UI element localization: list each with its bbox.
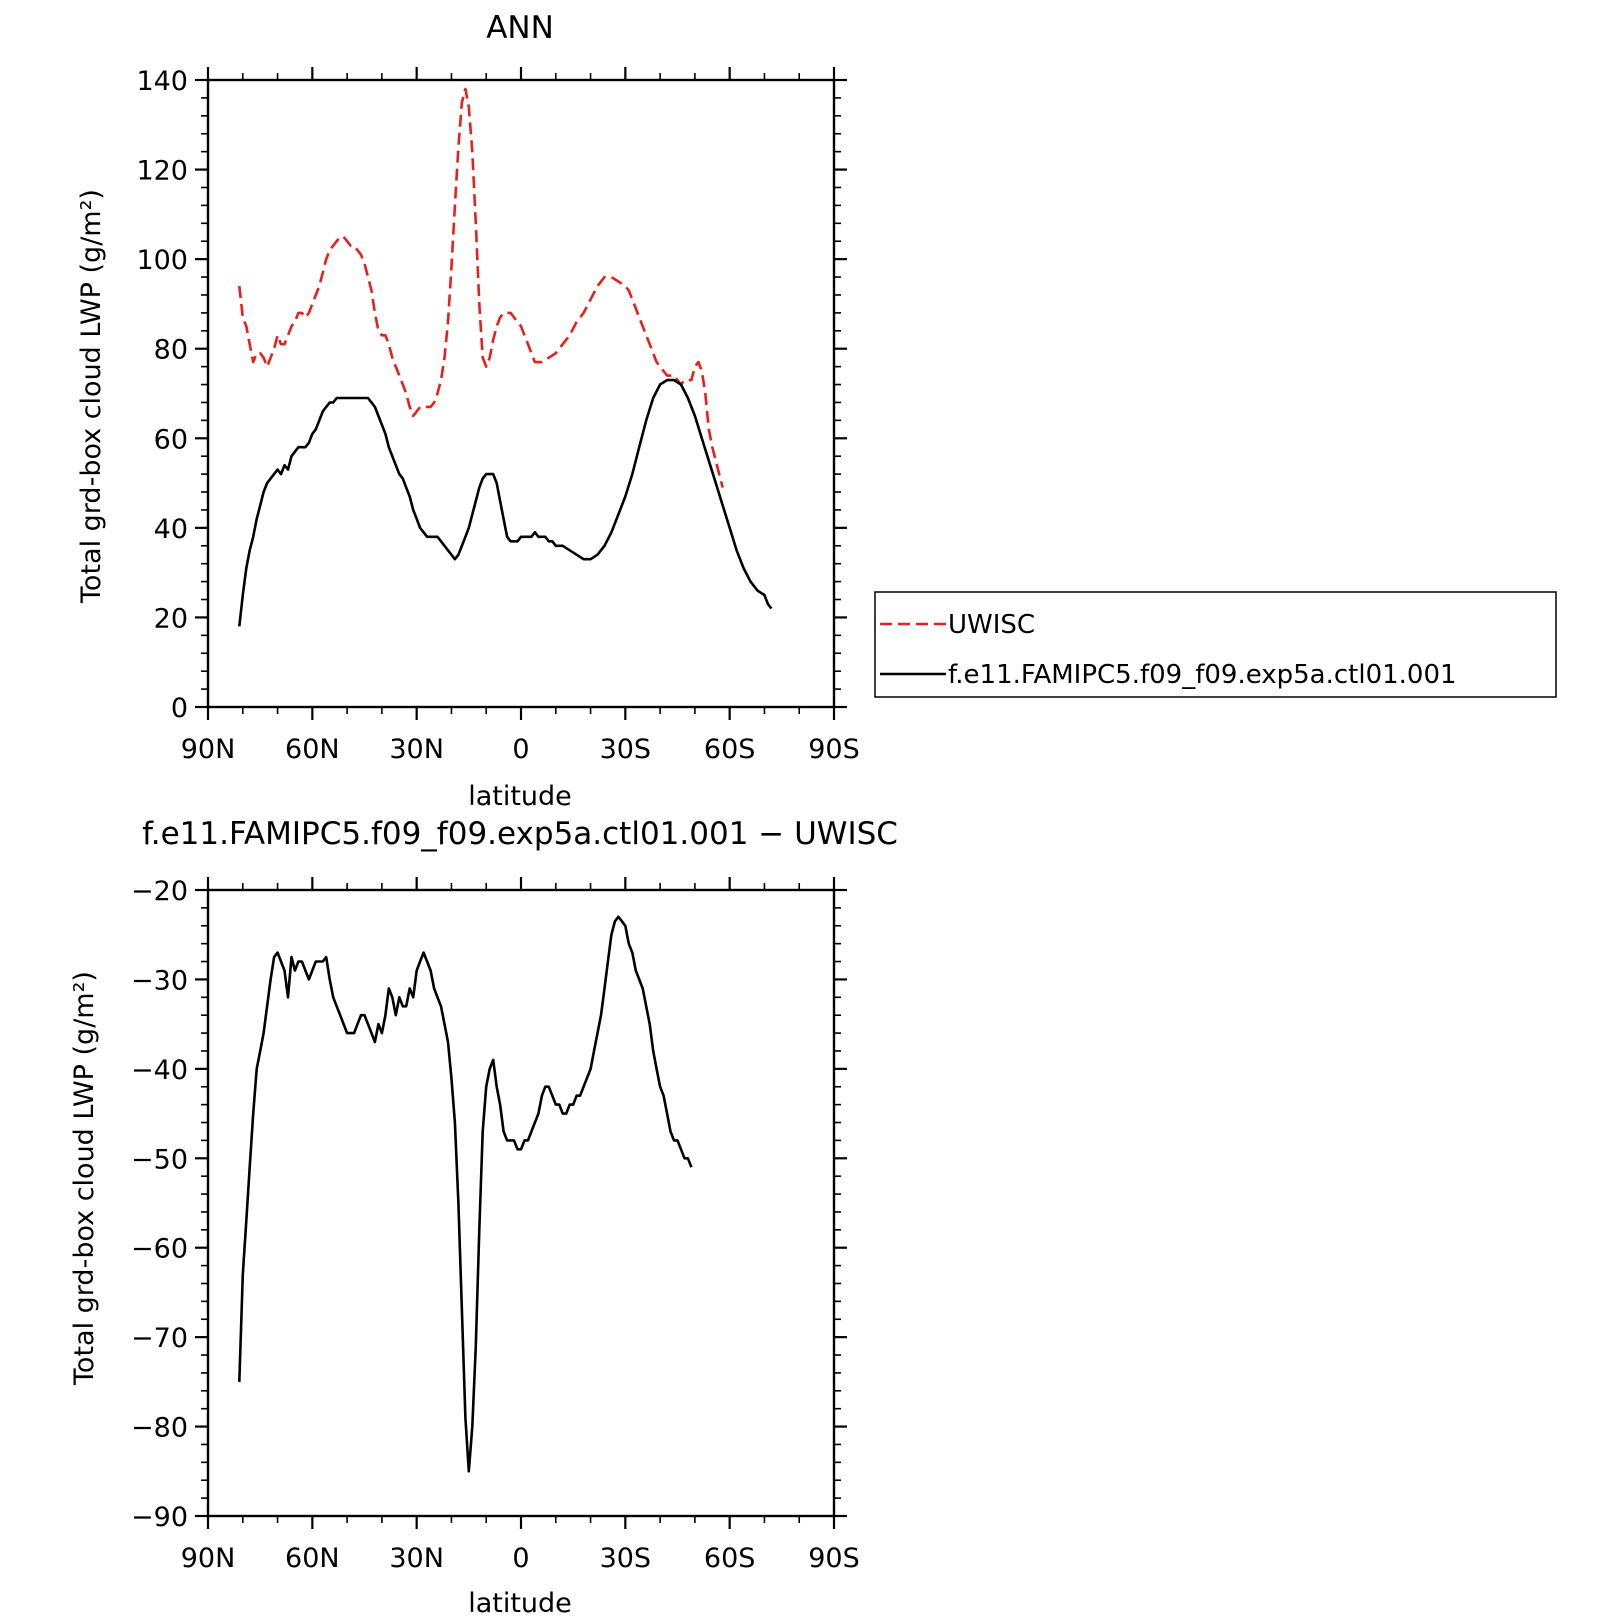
bottom-x-tick-label: 90N [181, 1543, 236, 1574]
top-y-tick-label: 80 [154, 335, 188, 366]
bottom-x-axis-label: latitude [468, 1588, 572, 1619]
top-x-tick-label: 90N [181, 734, 236, 765]
top-series-line-0 [238, 87, 724, 488]
bottom-panel-title: f.e11.FAMIPC5.f09_f09.exp5a.ctl01.001 − … [142, 816, 898, 852]
bottom-x-tick-label: 90S [808, 1543, 860, 1574]
top-x-tick-label: 30N [389, 734, 444, 765]
bottom-y-tick-label: −50 [131, 1144, 188, 1175]
top-y-tick-label: 140 [136, 66, 188, 97]
top-series-group [238, 87, 773, 627]
top-y-tick-label: 40 [154, 514, 188, 545]
bottom-x-tick-label: 30N [389, 1543, 444, 1574]
bottom-y-tick-label: −20 [131, 876, 188, 907]
bottom-y-tick-label: −70 [131, 1323, 188, 1354]
bottom-y-axis-label-text: Total grd-box cloud LWP (g/m²) [69, 971, 100, 1386]
bottom-x-tick-label: 60S [704, 1543, 756, 1574]
top-x-ticks: 90N 60N 30N 0 30S 60S 90S [181, 67, 860, 765]
top-series-line-1 [238, 378, 773, 627]
top-y-tick-label: 100 [136, 245, 188, 276]
top-y-ticks: 0 20 40 60 80 100 120 140 [136, 66, 847, 724]
bottom-y-ticks: −90 −80 −70 −60 −50 −40 −30 −20 [131, 876, 847, 1533]
bottom-x-ticks: 90N 60N 30N 0 30S 60S 90S [181, 877, 860, 1574]
top-y-axis-label-text: Total grd-box cloud LWP (g/m²) [76, 189, 107, 604]
bottom-series-line-0 [238, 915, 693, 1473]
top-x-tick-label: 60S [704, 734, 756, 765]
top-panel-title: ANN [486, 10, 554, 46]
top-y-tick-label: 120 [136, 156, 188, 187]
top-x-axis-label: latitude [468, 781, 572, 812]
bottom-y-tick-label: −40 [131, 1055, 188, 1086]
bottom-x-tick-label: 0 [512, 1543, 529, 1574]
bottom-series-group [238, 915, 693, 1473]
bottom-y-tick-label: −60 [131, 1234, 188, 1265]
bottom-y-tick-label: −30 [131, 965, 188, 996]
bottom-x-tick-label: 60N [285, 1543, 340, 1574]
bottom-y-axis-label: Total grd-box cloud LWP (g/m²) [69, 971, 100, 1386]
bottom-y-tick-label: −90 [131, 1502, 188, 1533]
top-y-tick-label: 20 [154, 603, 188, 634]
top-x-tick-label: 30S [600, 734, 652, 765]
top-y-tick-label: 0 [171, 693, 188, 724]
legend-box [874, 591, 1557, 698]
top-x-tick-label: 60N [285, 734, 340, 765]
bottom-panel: f.e11.FAMIPC5.f09_f09.exp5a.ctl01.001 − … [69, 816, 898, 1619]
top-y-tick-label: 60 [154, 424, 188, 455]
bottom-y-tick-label: −80 [131, 1413, 188, 1444]
top-plot-frame [206, 78, 836, 709]
bottom-x-tick-label: 30S [600, 1543, 652, 1574]
top-y-axis-label: Total grd-box cloud LWP (g/m²) [76, 189, 107, 604]
legend-label-model: f.e11.FAMIPC5.f09_f09.exp5a.ctl01.001 [948, 660, 1457, 690]
legend: UWISC f.e11.FAMIPC5.f09_f09.exp5a.ctl01.… [874, 591, 1557, 698]
bottom-plot-frame [206, 888, 836, 1518]
legend-label-uwisc: UWISC [948, 610, 1035, 640]
top-x-tick-label: 0 [512, 734, 529, 765]
top-x-tick-label: 90S [808, 734, 860, 765]
